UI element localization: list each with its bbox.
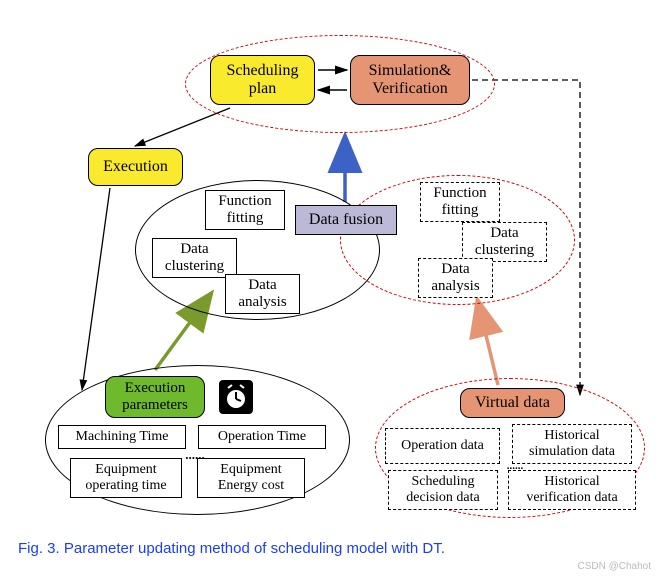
virtual-data-node: Virtual data [460, 388, 565, 418]
watermark-text: CSDN @Chahot [577, 561, 651, 572]
clock-icon [219, 380, 253, 414]
operation-data-box: Operation data [385, 428, 500, 464]
function-fitting-left: Function fitting [205, 190, 285, 230]
figure-caption: Fig. 3. Parameter updating method of sch… [18, 540, 445, 557]
data-analysis-right: Data analysis [418, 258, 493, 298]
scheduling-plan-node: Scheduling plan [210, 55, 315, 105]
hist-sim-box: Historical simulation data [512, 424, 632, 464]
equip-op-time-box: Equipment operating time [70, 458, 182, 498]
data-analysis-left: Data analysis [225, 274, 300, 314]
exec-params-node: Execution parameters [105, 376, 205, 418]
operation-time-box: Operation Time [198, 425, 326, 449]
data-fusion-node: Data fusion [295, 205, 397, 235]
sched-dec-box: Scheduling decision data [388, 470, 498, 510]
hist-ver-box: Historical verification data [508, 470, 636, 510]
function-fitting-right: Function fitting [420, 182, 500, 222]
data-clustering-right: Data clustering [462, 222, 547, 262]
execution-node: Execution [88, 148, 183, 186]
machining-time-box: Machining Time [58, 425, 186, 449]
data-clustering-left: Data clustering [152, 238, 237, 278]
equip-energy-box: Equipment Energy cost [197, 458, 305, 498]
sim-verify-node: Simulation& Verification [350, 55, 470, 105]
